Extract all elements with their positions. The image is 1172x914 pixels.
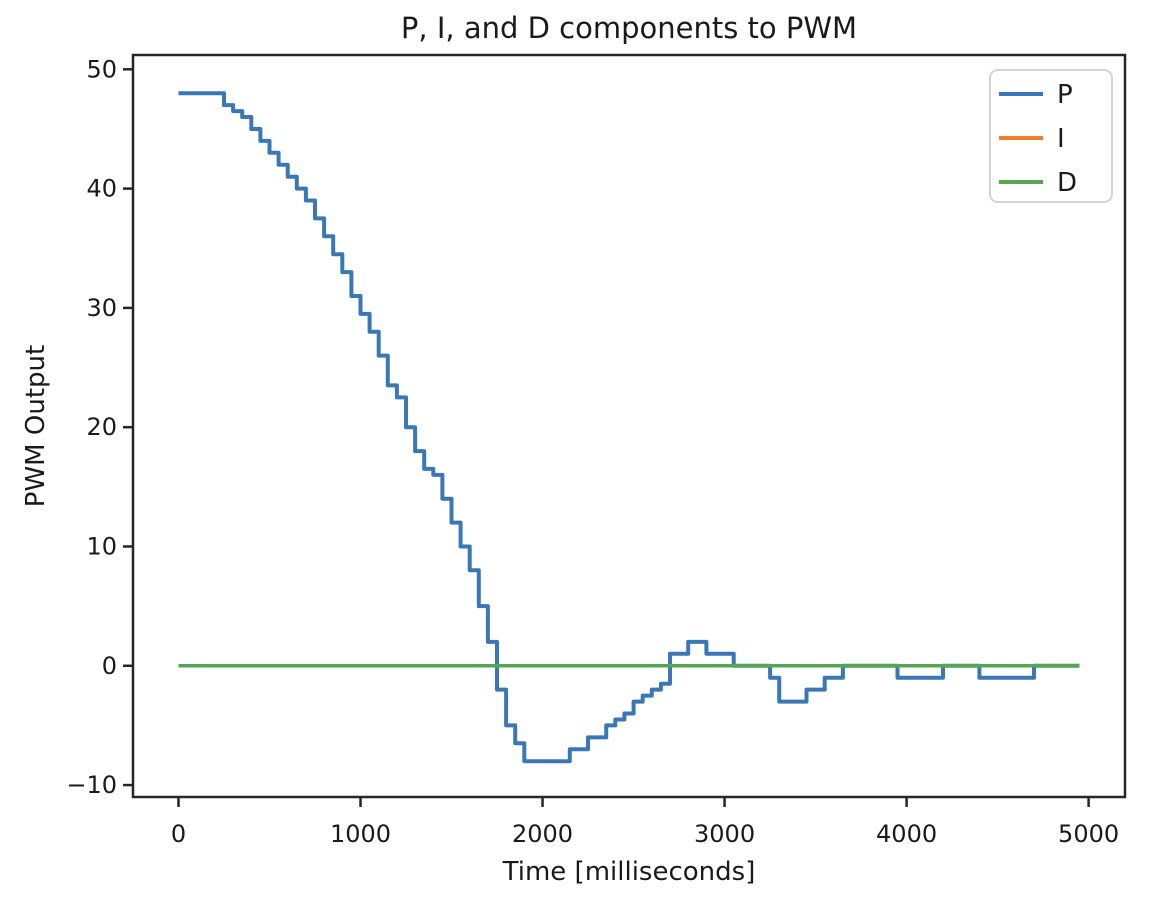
- y-axis-label: PWM Output: [21, 345, 51, 507]
- legend-label-D: D: [1057, 168, 1077, 198]
- y-tick-label: −10: [66, 771, 117, 799]
- chart-title: P, I, and D components to PWM: [401, 11, 857, 45]
- legend-label-I: I: [1057, 124, 1065, 154]
- y-tick-label: 20: [86, 413, 117, 441]
- legend-label-P: P: [1057, 80, 1073, 110]
- y-tick-label: 0: [102, 652, 117, 680]
- x-tick-label: 2000: [512, 820, 573, 848]
- y-tick-label: 40: [86, 175, 117, 203]
- y-tick-label: 50: [86, 55, 117, 83]
- y-tick-label: 30: [86, 294, 117, 322]
- x-tick-label: 1000: [330, 820, 391, 848]
- x-tick-label: 0: [171, 820, 186, 848]
- legend: PID: [989, 69, 1113, 203]
- x-tick-label: 3000: [694, 820, 755, 848]
- x-tick-label: 4000: [876, 820, 937, 848]
- x-axis-label: Time [milliseconds]: [502, 857, 756, 887]
- y-axis-ticks: −10 0 10 20 30 40 50: [66, 55, 133, 799]
- x-axis-ticks: 0 1000 2000 3000 4000 5000: [171, 797, 1119, 848]
- y-tick-label: 10: [86, 532, 117, 560]
- legend-box: [989, 69, 1113, 203]
- series-lines: [178, 91, 1080, 764]
- x-tick-label: 5000: [1058, 820, 1119, 848]
